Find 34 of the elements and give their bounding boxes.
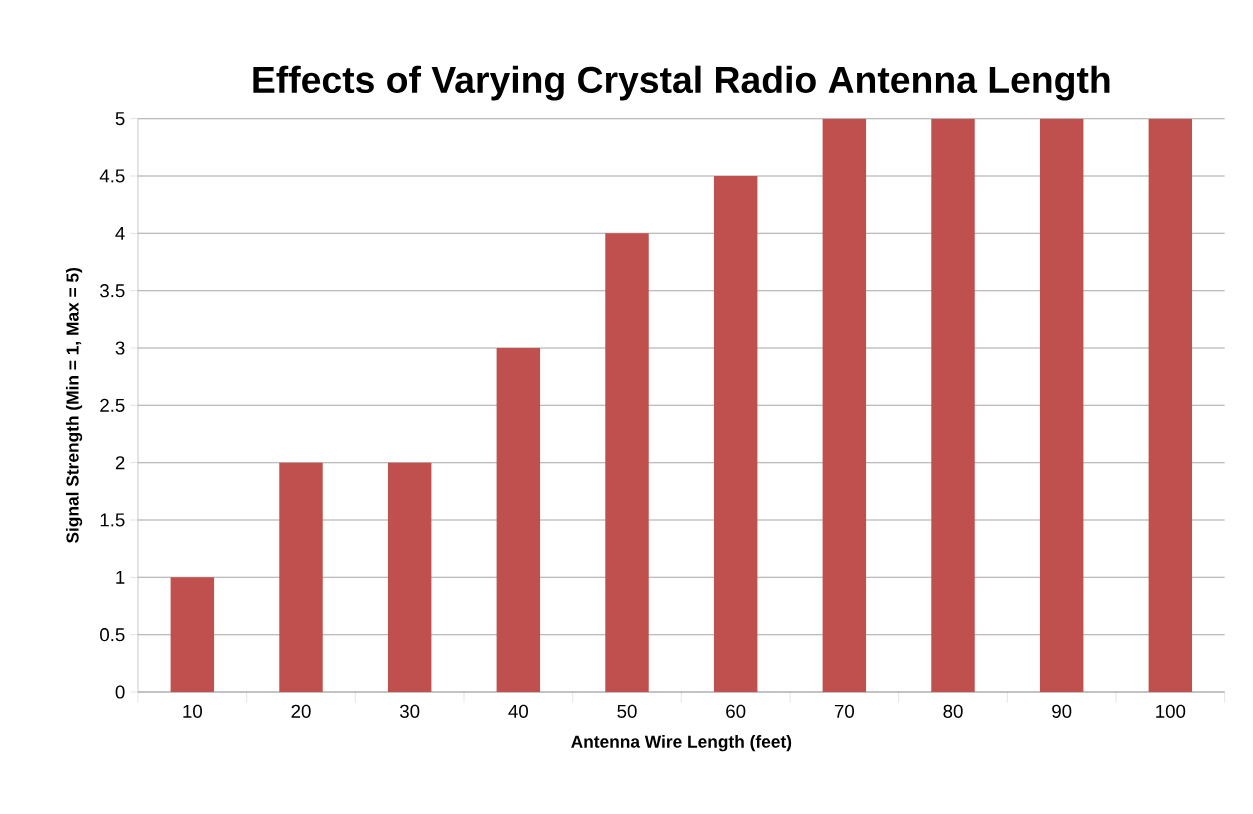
- bar: [170, 577, 215, 692]
- x-tick-label: 50: [617, 704, 637, 718]
- x-tick-label: 70: [834, 704, 854, 718]
- bar: [387, 462, 432, 692]
- bar: [1148, 118, 1193, 692]
- x-tick-label: 20: [291, 704, 311, 718]
- y-tick-label: 4: [115, 226, 125, 240]
- bar: [279, 462, 323, 692]
- bar: [1039, 118, 1084, 692]
- x-tick-label: 40: [508, 704, 528, 718]
- y-tick-label: 3: [115, 341, 125, 355]
- x-tick-label: 100: [1156, 704, 1186, 718]
- y-tick-label: 1: [116, 570, 125, 584]
- bar: [822, 118, 867, 692]
- y-tick-label: 5: [115, 112, 125, 126]
- chart-title: Effects of Varying Crystal Radio Antenna Length: [253, 65, 1110, 101]
- x-tick-label: 30: [400, 704, 420, 718]
- y-tick-label: 2: [115, 456, 125, 470]
- y-tick-label: 0: [115, 685, 125, 699]
- x-axis-title: Antenna Wire Length (feet): [571, 735, 792, 752]
- y-tick-label: 4.5: [99, 169, 125, 183]
- x-tick-label: 60: [726, 704, 746, 718]
- bar: [496, 348, 541, 692]
- y-tick-label: 1.5: [100, 513, 125, 527]
- x-tick-label: 90: [1052, 704, 1072, 718]
- bar: [931, 118, 975, 692]
- bar: [713, 176, 758, 692]
- x-tick-label: 10: [183, 704, 202, 718]
- x-tick-label: 80: [943, 704, 963, 718]
- y-tick-label: 2.5: [100, 398, 125, 412]
- y-tick-label: 0.5: [100, 628, 125, 642]
- bar: [605, 233, 649, 692]
- y-axis-title: Signal Strength (Min = 1, Max = 5): [65, 267, 83, 544]
- y-tick-label: 3.5: [100, 284, 125, 298]
